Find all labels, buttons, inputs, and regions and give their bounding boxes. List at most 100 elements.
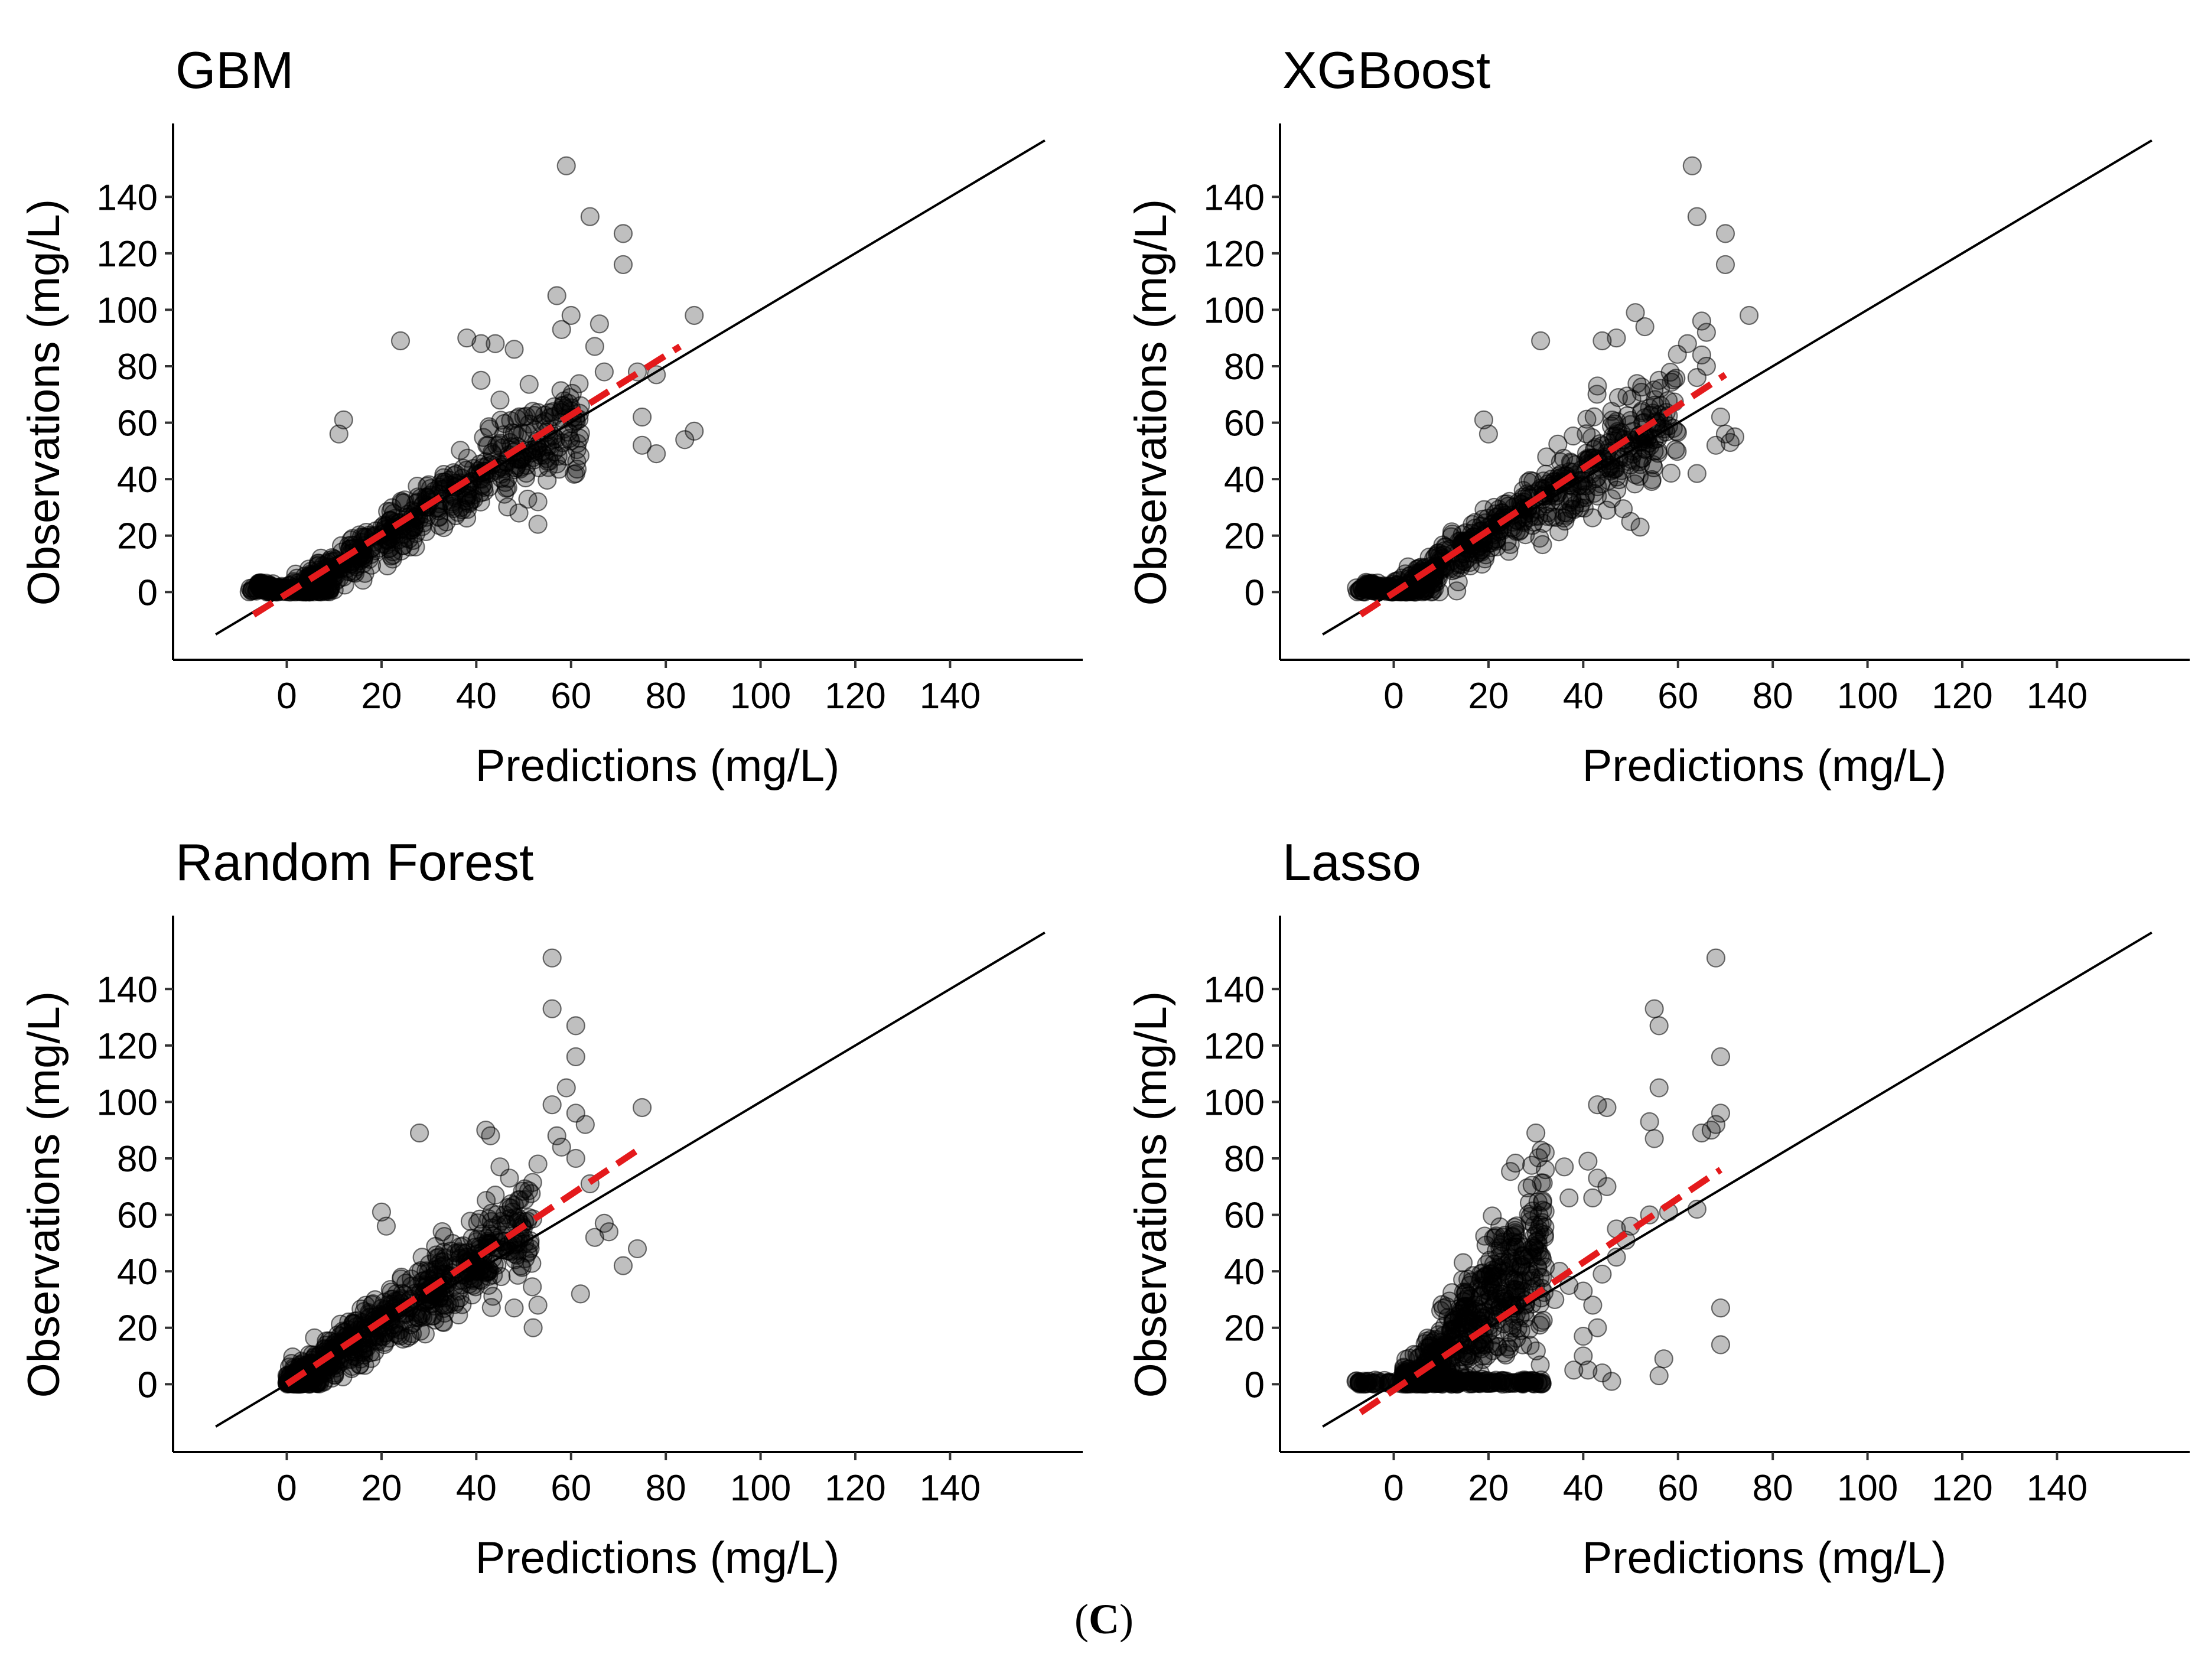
x-tick-label: 20 <box>1468 676 1509 717</box>
data-point <box>447 464 466 484</box>
data-point <box>556 1078 576 1098</box>
data-point <box>1682 156 1702 175</box>
y-tick-label: 20 <box>117 516 158 557</box>
data-point <box>1447 581 1467 601</box>
data-point <box>1644 999 1664 1018</box>
data-point <box>1578 1151 1598 1171</box>
data-point <box>1696 323 1716 342</box>
data-point <box>632 407 652 427</box>
y-tick-label: 120 <box>97 234 158 275</box>
data-point <box>1687 368 1707 388</box>
data-point <box>1555 1157 1574 1177</box>
y-tick-label: 120 <box>1204 1026 1265 1067</box>
data-point <box>352 1342 372 1362</box>
data-point <box>1430 1372 1450 1392</box>
data-point <box>1668 442 1687 461</box>
data-point <box>432 1222 452 1242</box>
y-tick-label: 80 <box>117 347 158 388</box>
x-tick-label: 20 <box>361 676 402 717</box>
data-point <box>383 549 402 569</box>
data-point <box>1607 328 1626 348</box>
data-point <box>343 563 363 582</box>
data-point <box>401 1315 421 1334</box>
data-point <box>486 1186 505 1205</box>
data-point <box>627 1239 647 1259</box>
y-axis-label: Observations (mg/L) <box>1126 199 1176 605</box>
data-point <box>1711 1103 1731 1123</box>
data-point <box>498 497 517 517</box>
data-point <box>1431 1301 1451 1320</box>
identity-line <box>215 931 1046 1428</box>
y-tick-label: 0 <box>138 572 158 613</box>
y-tick-label: 140 <box>1204 177 1265 218</box>
data-point <box>490 390 510 410</box>
y-tick-label: 0 <box>138 1365 158 1405</box>
y-tick-label: 40 <box>117 1252 158 1292</box>
y-tick-label: 40 <box>117 460 158 500</box>
x-tick-label: 80 <box>646 1468 686 1509</box>
data-point <box>1502 1290 1521 1309</box>
data-point <box>542 948 562 968</box>
data-point <box>1526 1123 1546 1143</box>
data-point <box>1597 500 1617 520</box>
data-point <box>613 1256 633 1275</box>
data-point <box>515 1190 535 1209</box>
data-point <box>384 504 403 523</box>
data-point <box>1739 305 1759 325</box>
data-point <box>1593 1264 1612 1284</box>
y-tick-label: 120 <box>1204 234 1265 275</box>
data-point <box>1597 1098 1617 1118</box>
data-point <box>486 334 505 353</box>
x-tick-label: 20 <box>361 1468 402 1509</box>
data-point <box>507 409 527 428</box>
data-point <box>569 428 590 448</box>
data-point <box>613 255 633 275</box>
panel-title: Lasso <box>1282 833 1421 891</box>
x-tick-label: 120 <box>1932 1468 1992 1509</box>
data-point <box>487 436 507 455</box>
data-point <box>1350 581 1369 601</box>
data-point <box>571 1284 590 1304</box>
data-point <box>434 518 454 538</box>
caption-open: ( <box>1074 1596 1089 1643</box>
scatter-panel-4: Lasso 0 20 40 60 80 100 120 140 0 20 40 60 80 100 120 14… <box>1126 833 2190 1583</box>
y-tick-label: 140 <box>1204 969 1265 1010</box>
x-tick-label: 140 <box>2027 676 2087 717</box>
data-point <box>547 454 566 474</box>
data-point <box>471 370 491 390</box>
scatter-panel-3: Random Forest 0 20 40 60 80 100 120 140 0 20 40 60 80… <box>19 833 1083 1583</box>
caption-close: ) <box>1119 1596 1134 1643</box>
data-points <box>1346 948 1731 1394</box>
data-point <box>1687 464 1707 483</box>
data-point <box>400 537 420 557</box>
data-point <box>1588 376 1607 396</box>
data-point <box>566 464 585 483</box>
data-point <box>528 1154 548 1174</box>
data-point <box>434 1242 454 1262</box>
data-points <box>239 156 704 602</box>
data-point <box>1483 1206 1502 1226</box>
x-tick-label: 100 <box>1837 1468 1898 1509</box>
panel-title: Random Forest <box>175 833 533 891</box>
data-points <box>277 948 652 1394</box>
data-point <box>1649 1366 1669 1386</box>
data-point <box>383 1319 403 1339</box>
data-point <box>566 1016 585 1036</box>
x-tick-label: 100 <box>1837 676 1898 717</box>
data-point <box>566 1047 585 1067</box>
data-point <box>1586 438 1605 457</box>
x-tick-label: 0 <box>276 1468 297 1509</box>
data-point <box>567 439 587 460</box>
data-point <box>1706 948 1726 968</box>
data-point <box>406 537 425 556</box>
y-tick-label: 60 <box>117 403 158 444</box>
x-tick-label: 120 <box>825 1468 885 1509</box>
data-point <box>500 1168 519 1188</box>
data-point <box>1498 1337 1517 1357</box>
y-tick-label: 80 <box>1224 347 1265 388</box>
y-tick-label: 100 <box>97 290 158 331</box>
data-point <box>1654 1349 1673 1369</box>
data-point <box>590 314 609 334</box>
y-tick-label: 20 <box>1224 516 1265 557</box>
data-point <box>585 337 604 356</box>
